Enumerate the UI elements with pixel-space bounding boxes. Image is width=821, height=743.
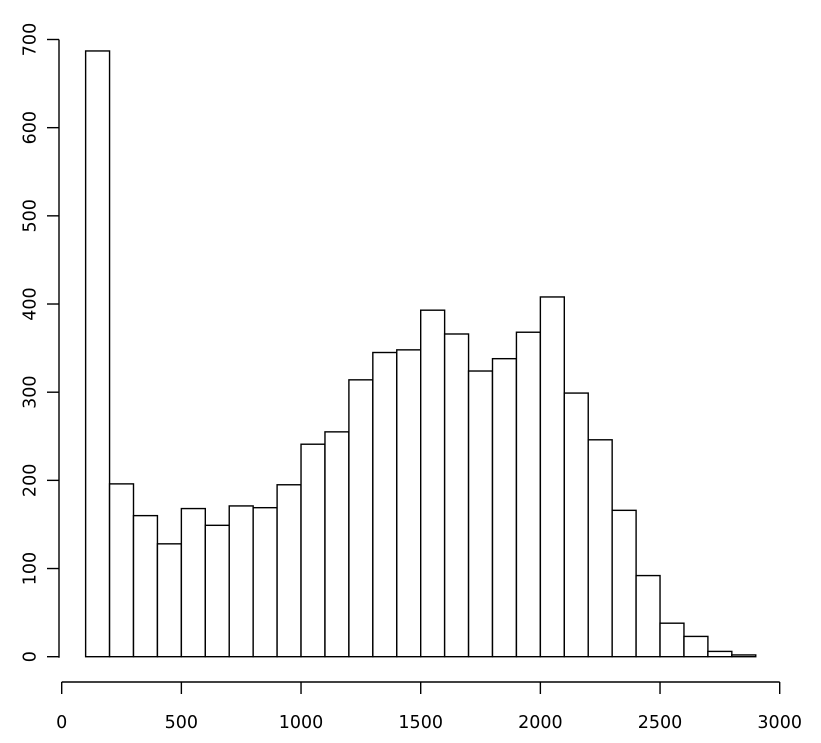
x-tick-label: 2000 (518, 713, 563, 733)
histogram-bar (420, 309, 446, 658)
histogram-bar (156, 543, 183, 658)
histogram-bar (659, 622, 685, 658)
histogram-bar (539, 296, 565, 658)
histogram-bar (228, 505, 254, 658)
y-tick-label: 300 (21, 375, 41, 408)
x-tick-label: 500 (165, 713, 198, 733)
histogram-bar (683, 635, 709, 658)
histogram-bar (467, 370, 494, 658)
histogram-bar (132, 514, 159, 658)
x-tick-label: 3000 (757, 713, 802, 733)
histogram-bar (731, 654, 757, 658)
histogram-bar (563, 392, 589, 658)
x-tick-label: 0 (56, 713, 67, 733)
y-tick-label: 0 (21, 651, 41, 662)
y-tick-label: 600 (21, 111, 41, 144)
histogram-bar (324, 431, 350, 658)
histogram-bar (635, 574, 661, 658)
histogram-bar (707, 650, 733, 658)
histogram-bar (252, 506, 278, 658)
histogram-bar (180, 507, 206, 658)
y-tick-label: 200 (21, 464, 41, 497)
histogram-bar (587, 439, 613, 658)
histogram-bar (108, 483, 135, 658)
histogram-bar (611, 509, 637, 658)
histogram-bar (84, 50, 111, 658)
histogram-bar (204, 524, 230, 658)
histogram-bar (276, 484, 302, 658)
y-tick-label: 700 (21, 23, 41, 56)
histogram-bar (515, 331, 542, 658)
x-tick-label: 2500 (638, 713, 683, 733)
histogram-bar (372, 351, 398, 658)
y-tick-label: 400 (21, 287, 41, 320)
histogram-bar (300, 443, 326, 658)
y-tick-label: 100 (21, 552, 41, 585)
y-tick-label: 500 (21, 199, 41, 232)
x-tick-label: 1000 (279, 713, 324, 733)
histogram-bar (396, 349, 422, 658)
histogram-bar (348, 379, 374, 658)
x-tick-label: 1500 (398, 713, 443, 733)
histogram-bar (491, 357, 518, 658)
histogram-bar (443, 333, 470, 658)
